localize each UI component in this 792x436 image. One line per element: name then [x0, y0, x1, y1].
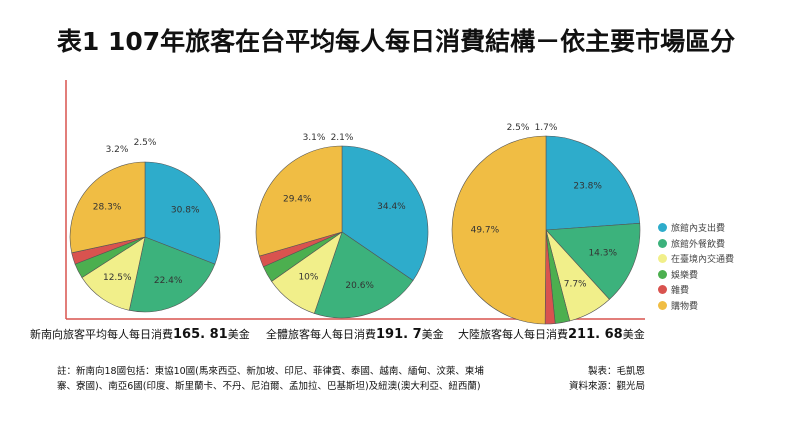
legend-label: 在臺境內交通費 [671, 255, 735, 266]
pie-0-label-0: 30.8% [171, 205, 200, 215]
legend-swatch [658, 238, 667, 248]
pie-0-slice-0 [144, 161, 221, 265]
legend-label: 旅館內支出費 [671, 224, 726, 235]
footnote: 註：新南向18國包括：東協10國(馬來西亞、新加坡、印尼、菲律賓、泰國、越南、緬… [57, 366, 484, 392]
legend-label: 購物費 [671, 301, 699, 312]
pie-caption-0: 新南向旅客平均每人每日消費165. 81美金 [30, 327, 250, 342]
chart-title: 表1 107年旅客在台平均每人每日消費結構－依主要市場區分 [56, 27, 736, 56]
pie-0-label-4: 2.5% [134, 138, 157, 148]
pie-2-label-0: 23.8% [573, 181, 602, 191]
legend-item: 娛樂費 [658, 267, 734, 283]
pie-0-label-2: 12.5% [103, 273, 132, 283]
legend-item: 旅館外餐飲費 [658, 236, 734, 252]
pie-0-slice-2 [81, 236, 146, 311]
pie-2-label-2: 7.7% [564, 280, 587, 290]
pie-2-label-5: 49.7% [471, 226, 500, 236]
pie-2-slice-0 [545, 135, 641, 231]
pie-0-label-5: 28.3% [93, 202, 122, 212]
pie-2-slice-5 [451, 135, 547, 325]
pie-0-slice-5 [69, 161, 146, 254]
pie-1-label-4: 2.1% [331, 133, 354, 143]
pie-1-label-5: 29.4% [283, 194, 312, 204]
pie-2-slice-1 [545, 223, 641, 300]
legend-item: 旅館內支出費 [658, 220, 734, 236]
legend: 旅館內支出費 旅館外餐飲費 在臺境內交通費 娛樂費雜費購物費 [658, 220, 734, 313]
pie-1-slice-1 [313, 231, 414, 319]
legend-label: 娛樂費 [671, 270, 699, 281]
pie-2-label-3: 2.5% [507, 123, 530, 133]
credits: 製表：毛凱恩資料來源：觀光局 [569, 364, 645, 394]
legend-swatch [658, 254, 667, 264]
pie-2-label-1: 14.3% [588, 249, 617, 259]
legend-label: 雜費 [671, 286, 690, 297]
pie-1-label-0: 34.4% [377, 202, 406, 212]
legend-item: 購物費 [658, 298, 734, 314]
legend-swatch [658, 223, 667, 233]
pie-0-label-1: 22.4% [154, 276, 183, 286]
pie-1-label-3: 3.1% [303, 133, 326, 143]
legend-label: 旅館外餐飲費 [671, 239, 726, 250]
pie-2-label-4: 1.7% [535, 123, 558, 133]
legend-swatch [658, 269, 667, 279]
pie-caption-2: 大陸旅客每人每日消費211. 68美金 [458, 327, 645, 342]
maker: 製表：毛凱恩 [587, 366, 645, 377]
legend-item: 在臺境內交通費 [658, 251, 734, 267]
pie-0-slice-1 [128, 236, 216, 313]
legend-item: 雜費 [658, 282, 734, 298]
source: 資料來源：觀光局 [568, 381, 645, 392]
pie-0-label-3: 3.2% [106, 145, 129, 155]
pie-1-label-2: 10% [298, 273, 318, 283]
pie-1-slice-0 [341, 145, 429, 281]
legend-swatch [658, 285, 667, 295]
pie-1-label-1: 20.6% [345, 281, 374, 291]
pie-caption-1: 全體旅客每人每日消費191. 7美金 [266, 327, 444, 342]
legend-swatch [658, 300, 667, 310]
pie-1-slice-5 [255, 145, 343, 257]
